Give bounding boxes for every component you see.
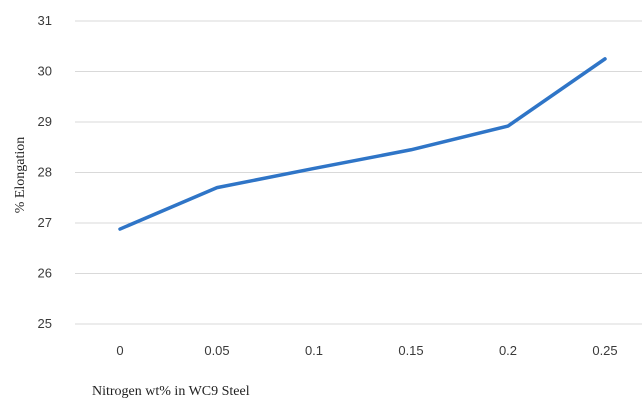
gridlines	[75, 20, 642, 325]
x-tick-label: 0.2	[499, 343, 517, 358]
x-tick-label: 0.15	[398, 343, 423, 358]
series-line	[118, 57, 607, 231]
y-tick-label: 31	[38, 13, 52, 28]
y-tick-label: 29	[38, 114, 52, 129]
x-tick-label: 0.1	[305, 343, 323, 358]
y-tick-label: 28	[38, 165, 52, 180]
x-axis-ticks: 0 0.05 0.1 0.15 0.2 0.25	[116, 343, 617, 358]
x-tick-label: 0.25	[592, 343, 617, 358]
x-tick-label: 0.05	[204, 343, 229, 358]
x-tick-label: 0	[116, 343, 123, 358]
y-tick-label: 30	[38, 64, 52, 79]
y-tick-label: 25	[38, 316, 52, 331]
y-tick-label: 27	[38, 215, 52, 230]
y-axis-ticks: 25 26 27 28 29 30 31	[38, 13, 52, 331]
y-tick-label: 26	[38, 266, 52, 281]
x-axis-title: Nitrogen wt% in WC9 Steel	[92, 384, 250, 399]
y-axis-title: % Elongation	[13, 137, 28, 214]
